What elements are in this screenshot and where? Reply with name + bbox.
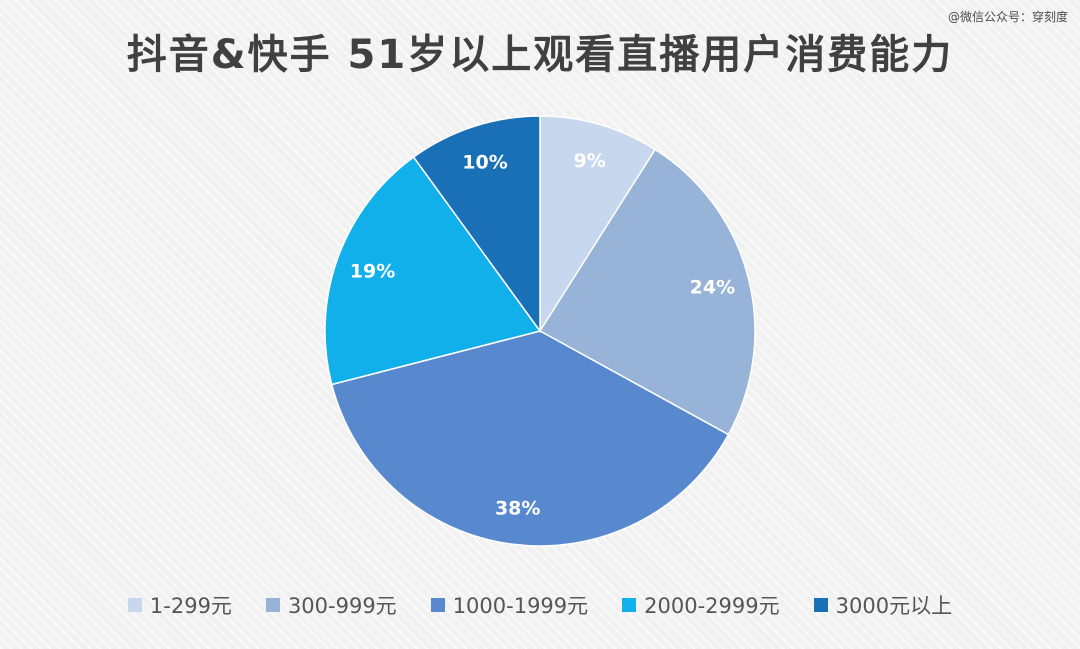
legend-label: 1000-1999元 [452, 594, 589, 618]
slice-300-999-label: 24% [690, 277, 735, 299]
legend-item-2000-2999: 2000-2999元 [622, 590, 780, 620]
legend-swatch [265, 598, 280, 612]
slice-3000-plus [412, 115, 541, 334]
legend-label: 1-299元 [149, 594, 232, 618]
slice-1000-1999-label: 38% [495, 498, 540, 520]
slice-1-299 [539, 115, 657, 334]
legend-label: 3000元以上 [835, 594, 953, 618]
legend-label: 2000-2999元 [644, 594, 780, 618]
slice-2000-2999-label: 19% [350, 261, 395, 283]
slice-300-999 [538, 148, 756, 436]
legend-swatch [622, 598, 637, 612]
chart-legend: 1-299元 300-999元 1000-1999元 2000-2999元 30… [0, 590, 1080, 620]
slice-3000-plus-label: 10% [462, 152, 507, 174]
legend-label: 300-999元 [287, 594, 397, 618]
legend-swatch [127, 598, 142, 612]
legend-item-3000-plus: 3000元以上 [813, 590, 953, 620]
watermark: @微信公众号：穿刻度 [947, 10, 1068, 24]
chart-title: 抖音&快手 51岁以上观看直播用户消费能力 [126, 32, 954, 78]
legend-item-1-299: 1-299元 [127, 590, 232, 620]
legend-item-1000-1999: 1000-1999元 [430, 590, 589, 620]
slice-1000-1999 [330, 330, 730, 547]
legend-item-300-999: 300-999元 [265, 590, 397, 620]
slice-2000-2999 [324, 156, 542, 386]
slice-1-299-label: 9% [574, 150, 606, 172]
legend-swatch [813, 598, 828, 612]
legend-swatch [430, 598, 445, 612]
